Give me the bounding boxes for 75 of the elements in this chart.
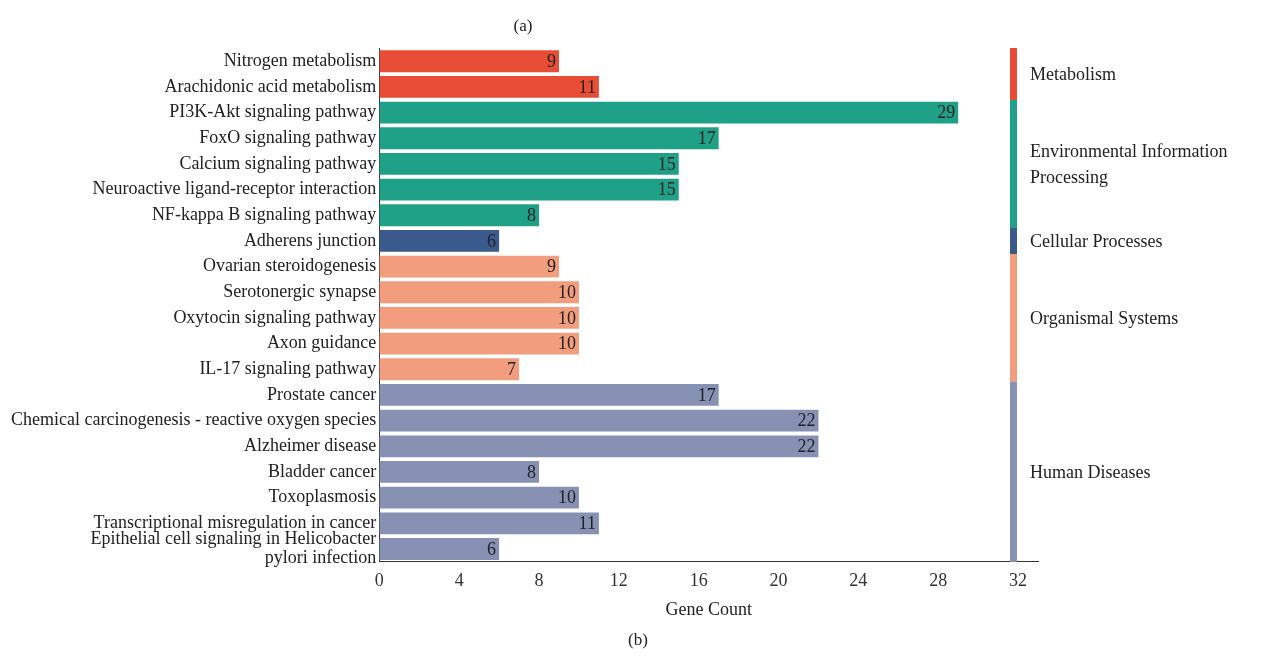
y-tick-label: Prostate cancer: [266, 383, 377, 404]
data-label: 6: [487, 538, 497, 559]
bar: [379, 332, 579, 355]
bar: [379, 307, 579, 329]
data-label: 6: [487, 230, 497, 251]
data-label: 9: [546, 50, 556, 71]
x-tick-label: 8: [534, 570, 544, 591]
bar: [379, 153, 679, 175]
text: (b): [628, 629, 648, 649]
data-label: 7: [507, 359, 517, 380]
y-tick-label: Calcium signaling pathway: [179, 152, 377, 173]
bar: [379, 384, 719, 406]
data-label: 22: [797, 436, 816, 457]
chart-title: (a): [513, 15, 533, 35]
bar: [379, 461, 540, 483]
y-tick-label: Bladder cancer: [267, 460, 377, 481]
bar: [379, 101, 959, 124]
data-label: 17: [697, 384, 716, 405]
x-axis-title: Gene Count: [665, 598, 752, 619]
bar: [379, 230, 500, 252]
x-tick-label: 4: [454, 570, 464, 591]
data-label: 9: [546, 256, 556, 277]
bar: [379, 486, 579, 509]
data-label: 11: [578, 76, 596, 97]
y-tick-label: Alzheimer disease: [243, 435, 377, 456]
y-tick-label: PI3K-Akt signaling pathway: [169, 101, 377, 122]
bar: [379, 76, 599, 98]
y-tick-label: FoxO signaling pathway: [199, 126, 377, 147]
data-label: 10: [557, 487, 576, 508]
y-tick-label: Chemical carcinogenesis - reactive oxygen species: [11, 409, 377, 430]
y-tick-label: Serotonergic synapse: [223, 281, 377, 301]
data-label: 17: [697, 127, 716, 148]
x-tick-label: 12: [609, 570, 628, 591]
bar: [379, 512, 599, 535]
bar: [379, 538, 500, 560]
y-tick-label: Nitrogen metabolism: [223, 49, 377, 70]
bar: [379, 50, 559, 73]
data-label: 8: [527, 204, 537, 225]
x-tick-label: 24: [849, 570, 868, 591]
data-label: 10: [557, 333, 576, 354]
data-label: 15: [657, 153, 676, 174]
y-tick-label: Oxytocin signaling pathway: [173, 306, 377, 327]
data-label: 8: [527, 461, 537, 482]
data-label: 11: [578, 513, 596, 534]
bar: [379, 127, 719, 150]
x-tick-label: 32: [1009, 570, 1028, 591]
bar: [379, 204, 540, 227]
data-label: 29: [937, 102, 956, 123]
bar: [379, 255, 559, 278]
data-label: 15: [657, 179, 676, 200]
y-tick-label: Toxoplasmosis: [268, 486, 377, 507]
x-tick-label: 28: [929, 570, 948, 591]
text: Metabolism: [1030, 63, 1117, 87]
y-tick-label: Ovarian steroidogenesis: [202, 255, 377, 276]
x-tick-label: 0: [374, 570, 384, 591]
text: Human Diseases: [1030, 460, 1152, 484]
data-label: 10: [557, 282, 576, 302]
data-label: 22: [797, 410, 816, 431]
y-tick-label: IL-17 signaling pathway: [199, 358, 377, 379]
x-tick-label: 16: [689, 570, 708, 591]
y-tick-label: NF-kappa B signaling pathway: [151, 203, 377, 224]
y-tick-label: Arachidonic acid metabolism: [164, 75, 377, 96]
bar: [379, 409, 819, 432]
bar: [379, 281, 579, 304]
text: Organismal Systems: [1030, 306, 1180, 330]
data-label: 10: [557, 307, 576, 328]
y-tick-label: Adherens junction: [243, 229, 377, 250]
y-tick-label: Axon guidance: [266, 332, 377, 353]
legend-label: Cellular Processes: [1030, 229, 1164, 253]
bar: [379, 178, 679, 201]
text: Environmental Information Processing: [1030, 139, 1229, 189]
bar: [379, 358, 520, 381]
bar: [379, 435, 819, 458]
y-tick-label: Neuroactive ligand-receptor interaction: [92, 178, 377, 199]
x-tick-label: 20: [769, 570, 788, 591]
